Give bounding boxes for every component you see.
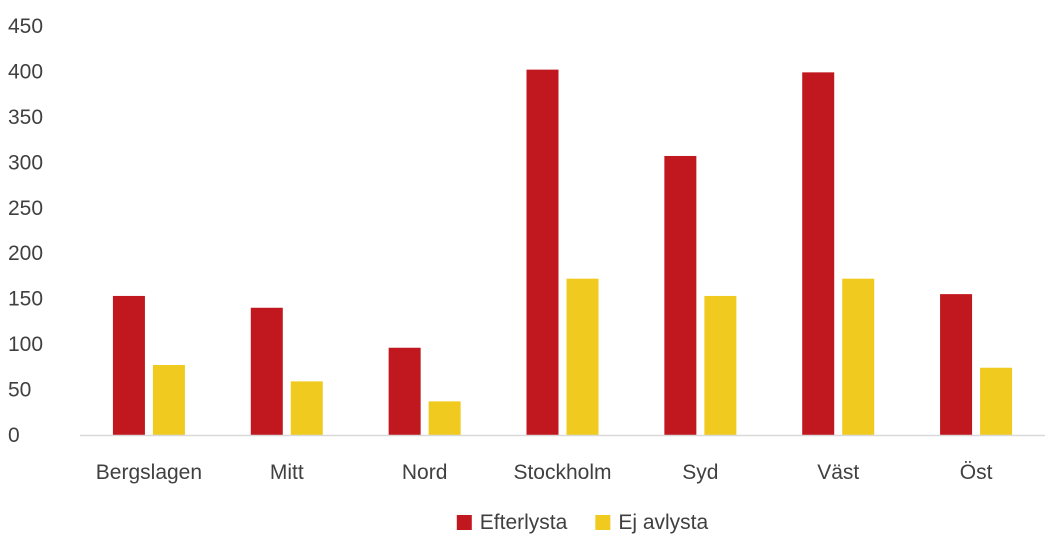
x-axis: Bergslagen Mitt Nord Stockholm Syd Väst Öst: [96, 461, 993, 484]
bar-efterlysta-1: [250, 307, 283, 435]
y-tick-label: 300: [8, 151, 43, 174]
bar-efterlysta-4: [664, 155, 697, 435]
y-tick-label: 0: [8, 424, 20, 447]
bar-efterlysta-0: [112, 295, 145, 435]
bar-ej-avlysta-3: [566, 278, 599, 435]
y-tick-label: 250: [8, 197, 43, 220]
y-tick-label: 150: [8, 288, 43, 311]
y-tick-label: 450: [8, 15, 43, 38]
bar-efterlysta-2: [388, 347, 421, 435]
legend: Efterlysta Ej avlysta: [456, 511, 709, 534]
legend-item: Efterlysta: [456, 511, 568, 534]
bar-ej-avlysta-1: [290, 381, 323, 435]
x-tick-label: Mitt: [270, 461, 304, 484]
legend-item: Ej avlysta: [595, 511, 709, 534]
x-tick-label: Nord: [402, 461, 448, 484]
x-tick-label: Stockholm: [513, 461, 611, 484]
y-tick-label: 400: [8, 60, 43, 83]
x-tick-label: Väst: [817, 461, 859, 484]
bar-ej-avlysta-5: [842, 278, 875, 435]
y-tick-label: 50: [8, 379, 31, 402]
bar-efterlysta-3: [526, 69, 559, 436]
bars: [112, 69, 1013, 436]
legend-label: Efterlysta: [480, 511, 568, 534]
bar-ej-avlysta-4: [704, 295, 737, 435]
y-axis: 0 50 100 150 200 250 300 350 400 450: [8, 15, 43, 447]
bar-ej-avlysta-0: [152, 365, 185, 435]
y-tick-label: 200: [8, 242, 43, 265]
bar-efterlysta-6: [940, 294, 973, 435]
legend-label: Ej avlysta: [618, 511, 708, 534]
legend-swatch: [595, 515, 611, 530]
y-tick-label: 350: [8, 106, 43, 129]
x-tick-label: Öst: [960, 461, 993, 484]
bar-ej-avlysta-2: [428, 401, 461, 435]
x-tick-label: Bergslagen: [96, 461, 202, 484]
y-tick-label: 100: [8, 333, 43, 356]
legend-swatch: [456, 515, 472, 530]
bar-efterlysta-5: [802, 72, 835, 435]
x-tick-label: Syd: [682, 461, 718, 484]
bar-ej-avlysta-6: [980, 367, 1013, 435]
